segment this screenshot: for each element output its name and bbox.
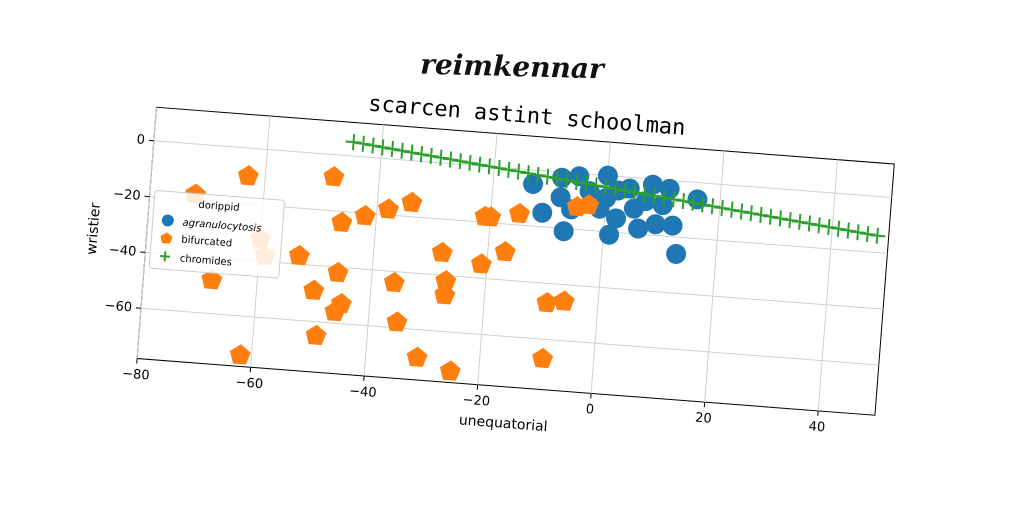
data-point-chromides: [811, 217, 828, 234]
data-point-bifurcated: [434, 269, 456, 290]
chart-title: scarcen astint schoolman: [367, 92, 686, 141]
data-point-chromides: [840, 222, 857, 239]
y-tick-label: −60: [104, 298, 133, 315]
data-point-bifurcated: [331, 211, 353, 232]
data-point-bifurcated: [327, 261, 349, 282]
data-point-chromides: [743, 205, 760, 222]
data-point-chromides: [413, 146, 430, 163]
data-point-bifurcated: [431, 241, 453, 262]
data-point-bifurcated: [406, 346, 428, 367]
data-point-chromides: [500, 161, 517, 178]
data-point-chromides: [461, 154, 478, 171]
data-point-chromides: [452, 153, 469, 170]
data-point-chromides: [781, 212, 798, 229]
x-tick-label: 20: [695, 411, 713, 427]
data-point-bifurcated: [229, 343, 251, 364]
data-point-agranulocytosis: [627, 218, 648, 239]
data-point-bifurcated: [323, 165, 345, 186]
data-point-chromides: [733, 203, 750, 220]
x-tick-label: −40: [349, 384, 378, 401]
data-point-chromides: [752, 206, 769, 223]
x-grid-line: [364, 125, 383, 376]
data-point-agranulocytosis: [532, 202, 553, 223]
data-point-chromides: [384, 140, 401, 157]
data-point-chromides: [471, 156, 488, 173]
x-tick-label: −20: [462, 393, 491, 410]
data-point-bifurcated: [383, 271, 405, 292]
y-axis-label: wristier: [84, 202, 104, 255]
data-point-agranulocytosis: [665, 243, 686, 264]
data-point-chromides: [714, 199, 731, 216]
data-point-bifurcated: [401, 191, 423, 212]
y-tick-label: −40: [108, 243, 137, 260]
data-point-chromides: [869, 227, 886, 244]
data-point-bifurcated: [470, 252, 492, 273]
x-axis-label: unequatorial: [458, 412, 548, 435]
data-point-chromides: [442, 151, 459, 168]
data-point-chromides: [345, 133, 362, 150]
data-point-agranulocytosis: [687, 189, 708, 210]
x-tick-label: 40: [808, 419, 826, 435]
data-point-chromides: [791, 213, 808, 230]
data-point-chromides: [820, 218, 837, 235]
data-point-bifurcated: [508, 202, 530, 223]
data-point-agranulocytosis: [553, 221, 574, 242]
x-tick-label: 0: [585, 402, 594, 418]
data-point-agranulocytosis: [662, 215, 683, 236]
data-point-chromides: [510, 163, 527, 180]
data-point-chromides: [393, 142, 410, 159]
data-point-bifurcated: [354, 204, 376, 225]
data-point-bifurcated: [439, 360, 461, 381]
data-point-chromides: [374, 139, 391, 156]
data-point-chromides: [772, 210, 789, 227]
data-point-chromides: [859, 225, 876, 242]
legend: dorippid agranulocytosis bifurcated chro…: [149, 190, 285, 278]
data-point-bifurcated: [305, 324, 327, 345]
data-point-bifurcated: [302, 279, 324, 300]
data-point-bifurcated: [536, 291, 558, 312]
x-tick-label: −60: [235, 375, 264, 392]
data-point-bifurcated: [237, 164, 259, 185]
data-point-chromides: [364, 137, 381, 154]
data-point-bifurcated: [494, 240, 516, 261]
chart-rotation-group: −80 −60 −40 −20 0 20 40 0 −20 −40 −60 scarcen asti…: [73, 71, 897, 460]
x-tick-label: −80: [122, 366, 151, 383]
y-tick-label: 0: [136, 132, 145, 148]
data-point-bifurcated: [288, 244, 310, 265]
data-point-chromides: [490, 159, 507, 176]
data-point-bifurcated: [553, 290, 575, 311]
y-tick-label: −20: [113, 187, 142, 204]
data-point-chromides: [801, 215, 818, 232]
data-point-bifurcated: [531, 347, 553, 368]
data-point-chromides: [355, 135, 372, 152]
data-point-chromides: [403, 144, 420, 161]
x-grid-line: [818, 160, 837, 411]
data-point-chromides: [849, 224, 866, 241]
data-point-chromides: [723, 201, 740, 218]
data-point-chromides: [762, 208, 779, 225]
x-grid-line: [705, 151, 724, 402]
